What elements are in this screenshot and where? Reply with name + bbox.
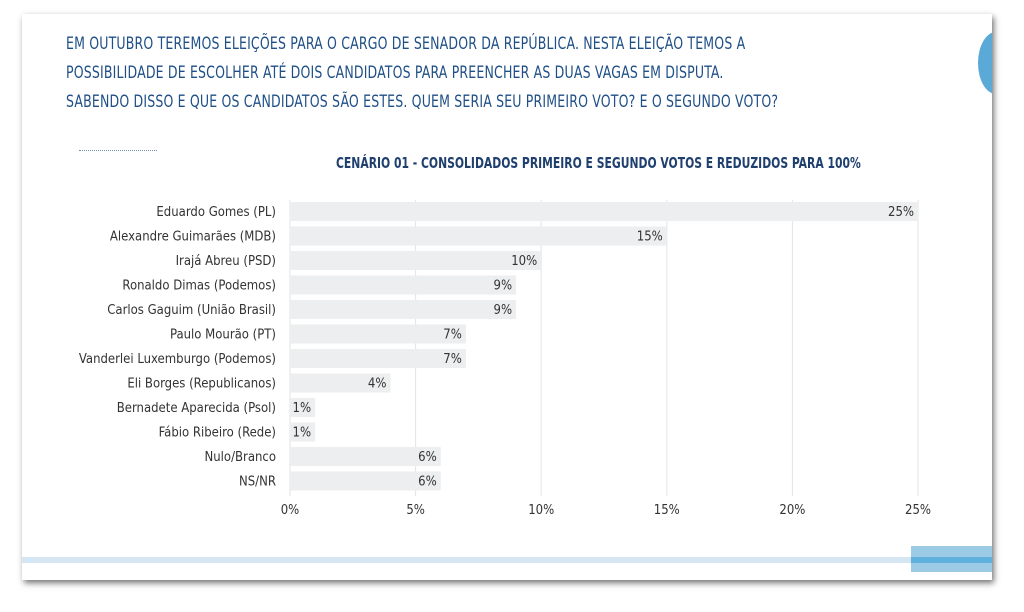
- category-label: Nulo/Branco: [205, 450, 277, 465]
- bar: [290, 226, 667, 246]
- bar: [290, 251, 542, 270]
- value-label: 9%: [494, 279, 513, 294]
- bar: [290, 275, 517, 295]
- category-label: Fábio Ribeiro (Rede): [159, 426, 276, 441]
- question-text: EM OUTUBRO TEREMOS ELEIÇÕES PARA O CARGO…: [66, 30, 788, 117]
- value-label: 1%: [293, 426, 312, 441]
- category-label: Bernadete Aparecida (Psol): [117, 401, 276, 416]
- question-line-1: EM OUTUBRO TEREMOS ELEIÇÕES PARA O CARGO…: [66, 34, 746, 54]
- value-label: 10%: [511, 254, 537, 269]
- bar: [290, 324, 466, 344]
- value-label: 6%: [418, 475, 437, 490]
- value-label: 7%: [443, 328, 462, 343]
- x-tick-label: 20%: [779, 503, 805, 518]
- x-tick-label: 5%: [406, 503, 425, 518]
- grid-layer: [289, 200, 919, 496]
- bar-layer: [290, 202, 918, 491]
- slide: EM OUTUBRO TEREMOS ELEIÇÕES PARA O CARGO…: [22, 14, 992, 580]
- bar: [290, 471, 441, 491]
- category-label: Irajá Abreu (PSD): [176, 254, 276, 269]
- category-label: Eduardo Gomes (PL): [156, 205, 276, 220]
- value-label: 15%: [637, 230, 663, 245]
- x-tick-label: 25%: [905, 503, 931, 518]
- label-layer: Eduardo Gomes (PL) 25% Alexandre Guimarães…: [79, 205, 914, 490]
- decorative-circle: [978, 32, 992, 94]
- category-label: Paulo Mourão (PT): [170, 328, 276, 343]
- category-label: Eli Borges (Republicanos): [127, 377, 276, 392]
- category-label: NS/NR: [239, 475, 276, 490]
- decorative-dotted-line: [79, 150, 157, 151]
- x-tick-label: 15%: [654, 503, 680, 518]
- bar: [290, 300, 517, 319]
- bar: [290, 202, 918, 221]
- bottom-band: [22, 557, 992, 563]
- question-line-2: POSSIBILIDADE DE ESCOLHER ATÉ DOIS CANDI…: [66, 63, 724, 83]
- x-tick-label: 0%: [281, 503, 300, 518]
- tick-layer: 0% 5% 10% 15% 20% 25%: [281, 503, 931, 518]
- x-tick-label: 10%: [528, 503, 554, 518]
- value-label: 7%: [443, 352, 462, 367]
- bar: [290, 373, 391, 393]
- bar: [290, 398, 316, 417]
- value-label: 9%: [494, 303, 513, 318]
- value-label: 6%: [418, 450, 437, 465]
- value-label: 25%: [888, 205, 914, 220]
- bar: [290, 447, 441, 466]
- category-label: Vanderlei Luxemburgo (Podemos): [79, 352, 276, 367]
- question-line-3: SABENDO DISSO E QUE OS CANDIDATOS SÃO ES…: [66, 92, 779, 112]
- bar: [290, 422, 316, 442]
- bar-chart: Eduardo Gomes (PL) 25% Alexandre Guimarães…: [79, 200, 931, 518]
- category-label: Alexandre Guimarães (MDB): [110, 230, 276, 245]
- value-label: 4%: [368, 377, 387, 392]
- chart-title: CENÁRIO 01 - CONSOLIDADOS PRIMEIRO E SEG…: [336, 154, 861, 172]
- bar: [290, 349, 466, 368]
- corner-band: [911, 557, 992, 563]
- value-label: 1%: [293, 401, 312, 416]
- category-label: Carlos Gaguim (União Brasil): [107, 303, 276, 318]
- category-label: Ronaldo Dimas (Podemos): [122, 279, 276, 294]
